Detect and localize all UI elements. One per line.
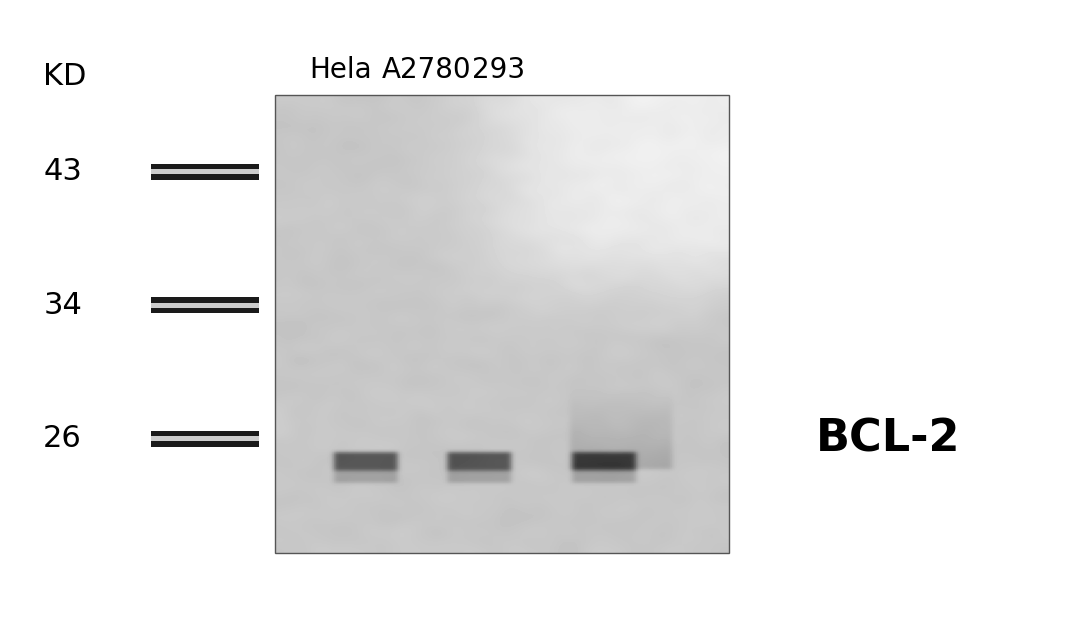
Text: Hela: Hela [309, 56, 372, 84]
Text: A2780: A2780 [382, 56, 471, 84]
Bar [151, 169, 259, 174]
Text: BCL-2: BCL-2 [815, 417, 960, 460]
Bar [275, 95, 729, 553]
Bar [151, 431, 259, 446]
Text: 293: 293 [472, 56, 526, 84]
Text: 26: 26 [43, 424, 82, 453]
Bar [151, 436, 259, 441]
Text: KD: KD [43, 62, 86, 91]
Bar [151, 303, 259, 308]
Bar [151, 163, 259, 179]
Text: 43: 43 [43, 157, 82, 186]
Bar [151, 297, 259, 313]
Text: 34: 34 [43, 291, 82, 320]
